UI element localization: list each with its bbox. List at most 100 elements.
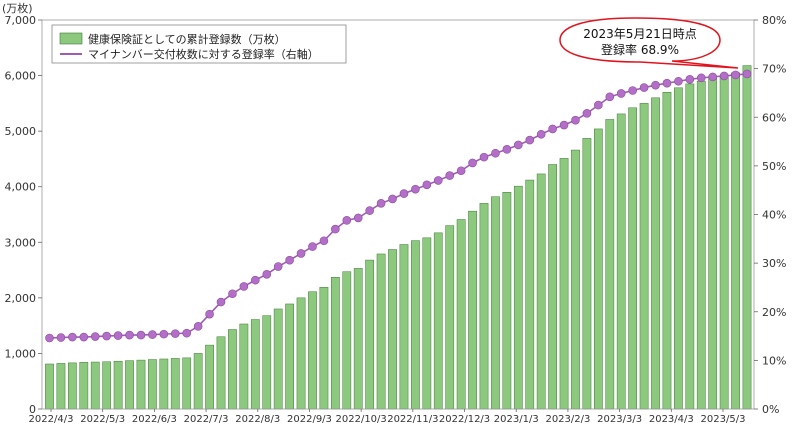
rate-point xyxy=(239,282,249,291)
rate-point xyxy=(696,73,706,83)
bar xyxy=(182,357,192,410)
y-tick-label: 0 xyxy=(29,403,36,416)
rate-point xyxy=(639,83,649,92)
x-tick-label: 2022/6/3 xyxy=(132,414,177,425)
y-tick-label: 4,000 xyxy=(5,181,37,194)
rate-point xyxy=(136,330,146,340)
x-tick-label: 2022/4/3 xyxy=(29,414,74,425)
y2-tick-label: 70% xyxy=(762,63,786,76)
x-tick-label: 2023/2/3 xyxy=(545,414,590,425)
rate-point xyxy=(468,158,477,168)
rate-point xyxy=(708,72,718,82)
bar xyxy=(148,359,157,410)
x-tick-label: 2022/8/3 xyxy=(235,414,280,425)
bar xyxy=(125,360,134,410)
bar xyxy=(342,271,352,410)
rate-point xyxy=(491,148,500,158)
rate-point xyxy=(628,86,637,95)
bar xyxy=(605,119,615,410)
bar xyxy=(582,138,592,410)
rate-point xyxy=(79,332,89,342)
rate-point xyxy=(422,180,432,190)
rate-point xyxy=(148,330,157,339)
bar xyxy=(536,173,546,410)
rate-point xyxy=(502,145,512,154)
bar xyxy=(90,361,100,410)
y-tick-label: 6,000 xyxy=(5,70,37,83)
y-tick-label: 5,000 xyxy=(5,125,37,138)
rate-point xyxy=(113,331,123,340)
bar xyxy=(685,83,695,410)
rate-point xyxy=(685,75,695,84)
bar xyxy=(228,329,237,410)
legend-bar-label: 健康保険証としての累計登録数（万枚） xyxy=(88,32,286,46)
bar xyxy=(365,259,375,410)
rate-point xyxy=(582,109,592,118)
rate-point xyxy=(594,100,603,110)
bar xyxy=(491,196,500,410)
rate-point xyxy=(548,124,557,134)
bar xyxy=(376,253,386,410)
rate-point xyxy=(388,194,397,204)
bar xyxy=(136,359,146,410)
bar-layer xyxy=(45,65,752,410)
rate-point xyxy=(193,322,203,331)
bar xyxy=(674,87,683,410)
rate-point xyxy=(411,184,420,194)
bar xyxy=(205,344,214,410)
bar xyxy=(719,75,729,410)
rate-point xyxy=(365,206,374,215)
y2-tick-label: 10% xyxy=(762,354,786,367)
bar xyxy=(548,164,557,410)
bar xyxy=(708,78,718,410)
rate-point xyxy=(342,216,352,225)
bar xyxy=(422,237,432,410)
rate-point xyxy=(296,249,306,258)
rate-point xyxy=(514,140,523,150)
rate-point xyxy=(273,262,283,271)
rate-point xyxy=(170,329,180,338)
legend-line-label: マイナンバー交付枚数に対する登録率（右軸） xyxy=(88,47,319,61)
bar xyxy=(628,107,638,410)
bar xyxy=(239,323,249,410)
rate-point xyxy=(731,70,740,80)
y2-tick-label: 30% xyxy=(762,257,786,270)
rate-point xyxy=(376,199,386,208)
rate-point xyxy=(262,270,272,279)
rate-point xyxy=(559,120,569,130)
bar xyxy=(456,219,466,410)
bar xyxy=(285,303,294,410)
rate-point xyxy=(228,289,237,299)
y2-tick-label: 60% xyxy=(762,111,786,124)
rate-point xyxy=(433,176,443,185)
x-tick-label: 2022/7/3 xyxy=(184,414,229,425)
rate-point xyxy=(251,275,260,285)
bar xyxy=(662,91,672,410)
bar xyxy=(525,179,535,410)
bar xyxy=(639,103,649,410)
bar xyxy=(513,185,523,410)
bar xyxy=(399,244,409,410)
rate-point xyxy=(742,69,752,79)
y2-tick-label: 0% xyxy=(762,403,779,416)
rate-point xyxy=(308,242,317,251)
x-tick-label: 2023/4/3 xyxy=(649,414,694,425)
bar xyxy=(319,287,329,410)
bar xyxy=(559,158,569,410)
legend-bar-swatch xyxy=(59,32,83,45)
rate-point xyxy=(674,76,683,86)
rate-point xyxy=(605,92,615,102)
bar xyxy=(250,319,260,410)
bar xyxy=(262,315,272,410)
x-tick-label: 2022/10/3 xyxy=(336,414,387,425)
y-tick-label: 2,000 xyxy=(5,292,37,305)
rate-point xyxy=(456,166,466,176)
bar xyxy=(445,225,455,410)
bar xyxy=(502,192,512,410)
rate-point xyxy=(331,224,340,234)
bar xyxy=(468,210,477,410)
x-tick-label: 2022/5/3 xyxy=(80,414,125,425)
